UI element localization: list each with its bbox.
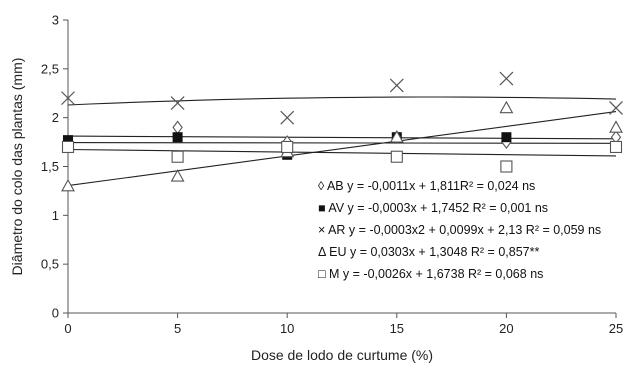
data-point-m — [281, 140, 294, 154]
x-tick-label: 25 — [609, 321, 623, 336]
data-point-m — [61, 140, 75, 154]
x-marker-stroke — [499, 71, 514, 86]
data-point-eu — [170, 169, 185, 182]
axes: 0 0,5 1 1,5 2 2,5 3 0 5 10 15 20 25 — [41, 13, 623, 337]
data-point-m — [171, 150, 184, 163]
y-tick-label: 1 — [52, 208, 59, 223]
data-point-ar — [609, 100, 623, 115]
data-point-eu — [389, 130, 404, 143]
data-point-m — [500, 160, 513, 173]
y-tick-label: 3 — [52, 13, 59, 28]
y-tick-label: 2 — [52, 110, 59, 125]
x-marker-stroke — [170, 96, 185, 110]
x-tick-label: 5 — [174, 321, 181, 336]
data-point-ar — [280, 110, 295, 125]
data-point-av — [63, 135, 73, 146]
y-axis-title: Diâmetro do colo das plantas (mm) — [9, 58, 25, 276]
data-point-m — [609, 140, 623, 154]
data-point-ab — [172, 120, 183, 135]
data-point-ar — [389, 78, 404, 93]
trendline-eu — [67, 111, 617, 187]
data-point-av — [501, 132, 512, 143]
legend-entry-ar: × AR y = -0,0003x2 + 0,0099x + 2,13 R² =… — [318, 223, 601, 237]
y-tick-label: 0,5 — [41, 257, 59, 272]
data-point-eu — [61, 178, 75, 192]
x-tick-label: 0 — [64, 321, 71, 336]
legend-entry-eu: Δ EU y = 0,0303x + 1,3048 R² = 0,857** — [318, 245, 539, 259]
legend: ◊ AB y = -0,0011x + 1,811R² = 0,024 ns ■ … — [318, 179, 601, 281]
data-point-ar — [499, 71, 514, 86]
x-marker-stroke — [61, 91, 75, 106]
legend-entry-m: □ M y = -0,0026x + 1,6738 R² = 0,068 ns — [318, 267, 543, 281]
data-point-ar — [170, 96, 185, 110]
trendline-av — [67, 142, 617, 144]
y-tick-label: 0 — [52, 306, 59, 321]
x-marker-stroke — [609, 100, 623, 115]
data-points — [61, 71, 623, 192]
x-marker-stroke — [389, 78, 404, 93]
x-marker-stroke — [280, 110, 295, 125]
x-tick-label: 20 — [499, 321, 513, 336]
y-tick-label: 1,5 — [41, 159, 59, 174]
trendline-m — [67, 148, 617, 157]
data-point-eu — [609, 120, 623, 133]
x-axis-title: Dose de lodo de curtume (%) — [251, 347, 433, 363]
trendlines — [67, 96, 617, 187]
data-point-ar — [61, 91, 75, 106]
legend-entry-ab: ◊ AB y = -0,0011x + 1,811R² = 0,024 ns — [318, 179, 535, 193]
data-point-m — [390, 150, 403, 163]
x-tick-label: 10 — [280, 321, 294, 336]
data-point-eu — [499, 100, 514, 114]
data-point-av — [172, 132, 183, 143]
legend-entry-av: ■ AV y = -0,0003x + 1,7452 R² = 0,001 ns — [318, 201, 548, 215]
y-tick-label: 2,5 — [41, 61, 59, 76]
x-tick-label: 15 — [390, 321, 404, 336]
trendline-ar — [67, 96, 617, 106]
trendline-ab — [67, 135, 617, 140]
